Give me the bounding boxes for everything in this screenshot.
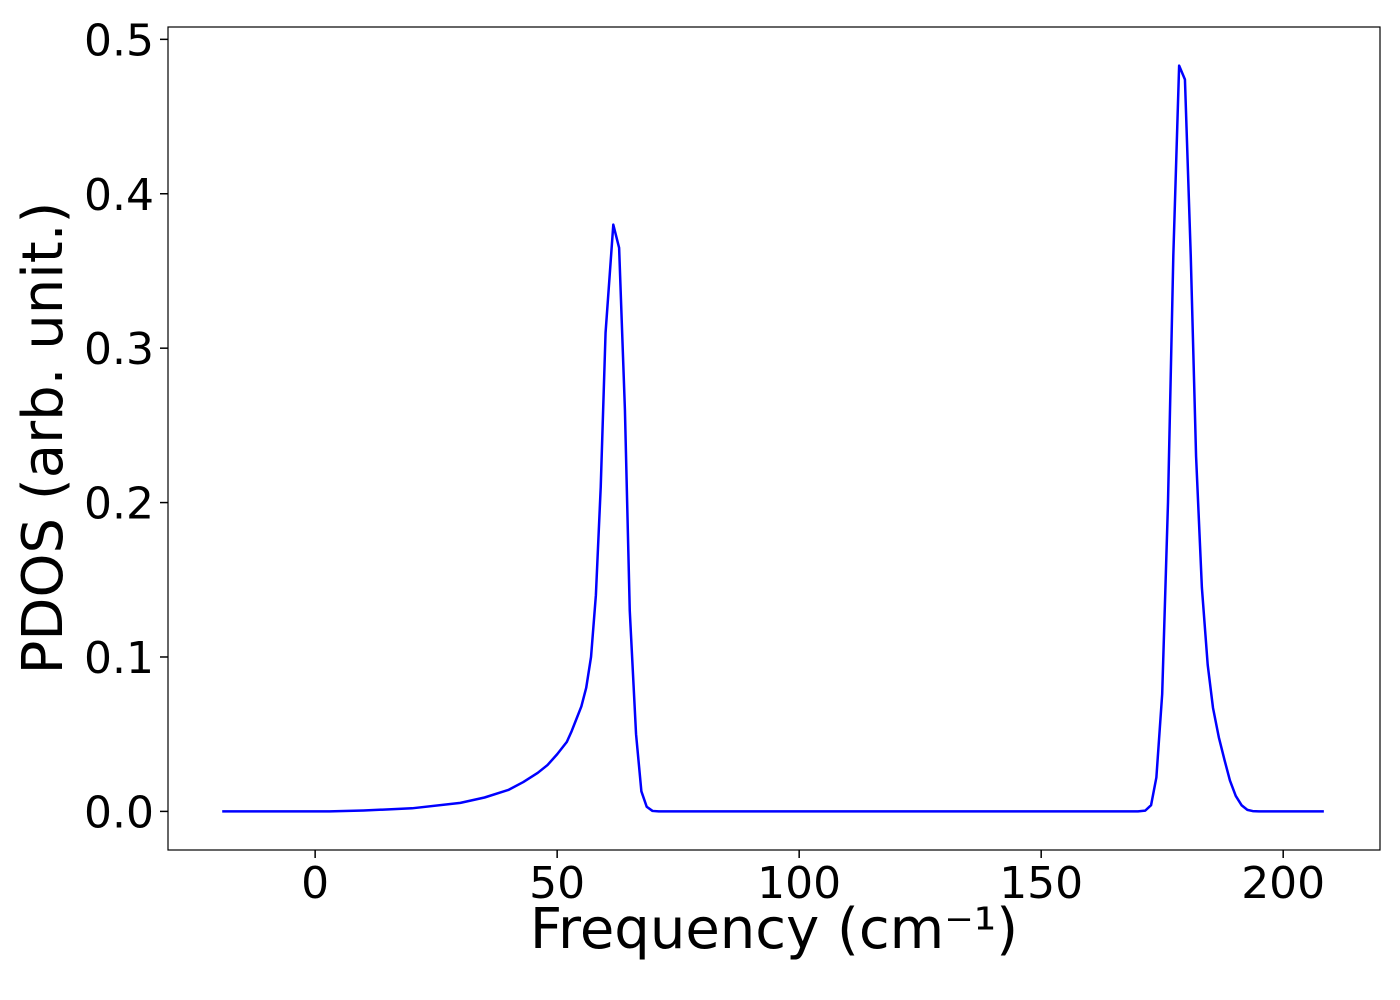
x-tick-label: 200	[1241, 858, 1325, 909]
y-tick-label: 0.5	[84, 15, 154, 66]
line	[222, 64, 1324, 813]
x-tick-label: 100	[757, 858, 841, 909]
y-tick-label: 0.2	[84, 479, 154, 530]
y-tick-label: 0.0	[84, 787, 154, 838]
x-axis-label: Frequency (cm⁻¹)	[530, 897, 1018, 962]
plot-frame	[167, 26, 1381, 851]
x-tick-label: 50	[529, 858, 585, 909]
y-tick-label: 0.4	[84, 170, 154, 221]
y-tick-label: 0.3	[84, 324, 154, 375]
x-tick-label: 0	[301, 858, 329, 909]
x-tick-label: 150	[999, 858, 1083, 909]
y-axis-label: PDOS (arb. unit.)	[11, 202, 76, 675]
y-tick-label: 0.1	[84, 633, 154, 684]
